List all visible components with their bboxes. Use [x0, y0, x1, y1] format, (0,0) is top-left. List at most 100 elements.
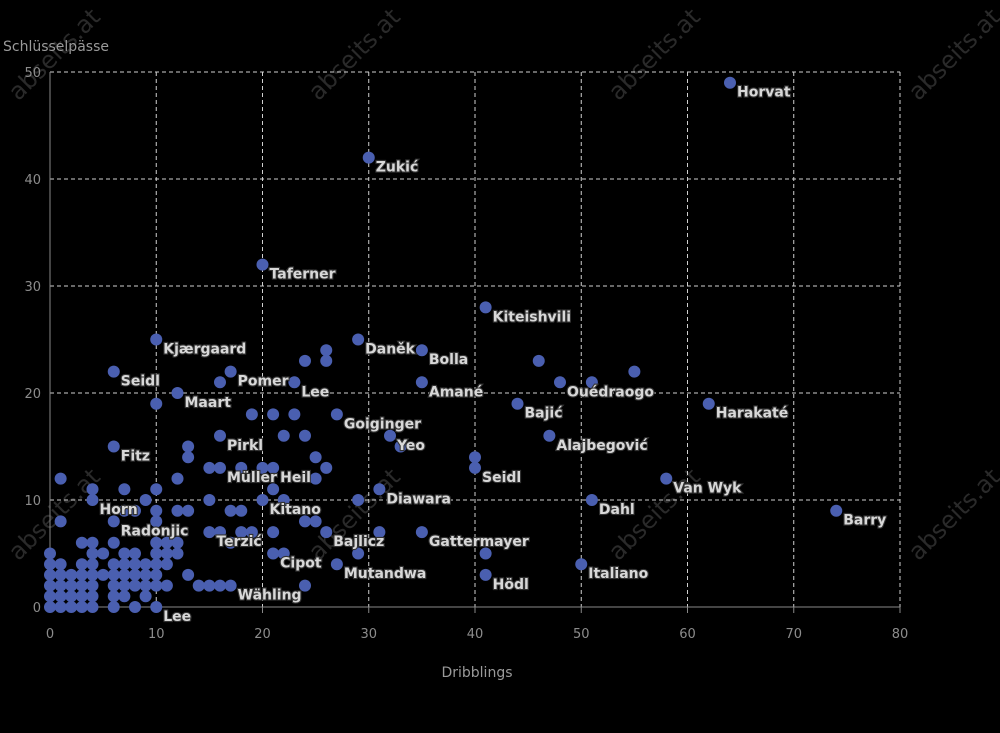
data-point: [139, 568, 152, 581]
point-label: Goiginger: [344, 416, 421, 432]
data-point: [107, 601, 120, 613]
data-point: [44, 579, 56, 592]
x-tick-label: 10: [148, 627, 165, 642]
point-label: Yeo: [396, 438, 425, 454]
point-label: Barry: [843, 513, 886, 529]
data-point: [299, 354, 311, 367]
data-point: [415, 526, 428, 539]
point-label: Ouédraogo: [567, 384, 654, 400]
point-label: Lee: [163, 609, 191, 625]
data-point: [415, 376, 428, 389]
data-point: [129, 558, 141, 571]
data-point: [511, 397, 524, 410]
data-point: [394, 440, 407, 453]
y-tick-label: 20: [24, 387, 41, 402]
data-point: [44, 590, 56, 603]
point-label: Radonjic: [121, 523, 189, 539]
point-label: Hödl: [493, 577, 529, 593]
data-point: [150, 536, 163, 549]
data-point: [245, 408, 258, 421]
data-point: [75, 579, 88, 592]
data-point: [171, 536, 184, 549]
x-tick-label: 30: [360, 627, 377, 642]
data-point: [139, 494, 152, 506]
data-point: [182, 440, 195, 453]
data-point: [54, 515, 67, 528]
data-point: [224, 536, 237, 549]
x-tick-label: 80: [892, 627, 909, 642]
x-tick-label: 60: [679, 627, 696, 642]
point-label: Alajbegović: [556, 438, 647, 454]
data-point: [160, 536, 173, 549]
data-point: [97, 568, 110, 581]
data-point: [97, 547, 110, 560]
data-point: [214, 429, 226, 442]
data-point: [277, 429, 290, 442]
data-point: [267, 408, 280, 421]
point-label: Seidl: [482, 470, 521, 486]
data-point: [320, 461, 333, 474]
point-label: Amané: [429, 384, 483, 400]
data-point: [54, 601, 67, 613]
x-tick-label: 20: [254, 627, 271, 642]
data-point: [479, 568, 492, 581]
data-point: [65, 590, 78, 603]
data-point: [86, 494, 99, 506]
data-point: [309, 472, 322, 485]
data-point: [214, 526, 226, 539]
data-point: [129, 579, 141, 592]
point-label: Kjærgaard: [163, 342, 246, 358]
data-point: [86, 558, 99, 571]
watermark: abseits.at: [903, 463, 1000, 566]
data-point: [320, 354, 333, 367]
x-tick-label: 40: [467, 627, 484, 642]
point-labels: Horvat Zukić Taferner Kiteishvili Kjærgaard D…: [98, 84, 887, 627]
data-point: [309, 515, 322, 528]
point-label: Cipot: [280, 556, 322, 572]
data-point: [107, 590, 120, 603]
data-point: [86, 601, 99, 613]
data-point: [469, 461, 481, 474]
data-point: [267, 526, 280, 539]
data-point: [150, 504, 163, 517]
data-point: [543, 429, 556, 442]
data-point: [44, 547, 56, 560]
data-point: [660, 472, 673, 485]
point-label: Horvat: [737, 85, 791, 101]
data-point: [160, 579, 173, 592]
watermark: abseits.at: [903, 3, 1000, 106]
data-point: [75, 536, 88, 549]
data-point: [129, 601, 141, 613]
data-point: [288, 408, 301, 421]
data-point: [171, 387, 184, 399]
data-point: [44, 568, 56, 581]
data-point: [54, 568, 67, 581]
data-point: [107, 568, 120, 581]
data-point: [118, 568, 131, 581]
point-label: Gattermayer: [429, 534, 529, 550]
data-point: [182, 451, 195, 464]
data-point: [309, 451, 322, 464]
data-point: [160, 558, 173, 571]
data-point: [415, 344, 428, 357]
data-point: [352, 547, 365, 560]
data-point: [118, 579, 131, 592]
data-point: [224, 579, 237, 592]
data-point: [628, 365, 641, 378]
point-label: Horn: [100, 502, 138, 518]
data-point: [118, 483, 131, 496]
point-label: Seidl: [121, 374, 160, 390]
data-point: [256, 494, 269, 506]
data-point: [702, 397, 715, 410]
data-point: [182, 568, 195, 581]
data-point: [75, 601, 88, 613]
data-point: [724, 76, 736, 89]
data-point: [150, 579, 163, 592]
data-point: [192, 579, 205, 592]
point-label: Bajić: [525, 406, 563, 422]
data-point: [139, 558, 152, 571]
data-point: [86, 590, 99, 603]
data-point: [320, 344, 333, 357]
data-point: [150, 601, 163, 613]
point-label: Diawara: [386, 491, 451, 507]
